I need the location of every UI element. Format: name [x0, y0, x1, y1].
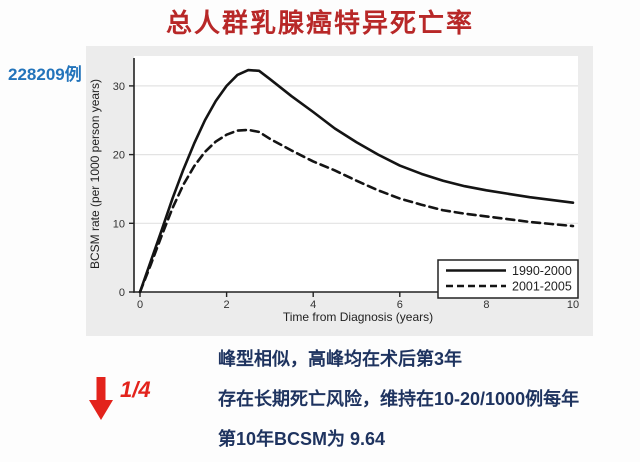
- case-count-label: 228209例: [8, 65, 82, 84]
- x-axis-title: Time from Diagnosis (years): [283, 310, 433, 324]
- note-10yr-bcsm: 第10年BCSM为 9.64: [218, 429, 386, 449]
- y-tick-label: 10: [113, 218, 125, 230]
- series-2001-2005: [138, 128, 575, 294]
- y-tick-label: 30: [113, 81, 125, 93]
- note-longterm-risk: 存在长期死亡风险，维持在10-20/1000例每年: [218, 389, 580, 409]
- x-tick-label: 4: [310, 299, 316, 311]
- mortality-chart-panel: 0 10 20 30 0 2 4 6 8 10 BCSM rate (per 1000 person…: [86, 46, 593, 336]
- bcsm-line-chart: 0 10 20 30 0 2 4 6 8 10 BCSM rate (per 1000 person…: [88, 56, 579, 324]
- series-1990-2000: [138, 68, 575, 294]
- x-tick-label: 0: [137, 299, 143, 311]
- y-tick-label: 20: [113, 150, 125, 162]
- x-tick-label: 6: [397, 299, 403, 311]
- decrease-fraction-label: 1/4: [120, 377, 151, 402]
- y-tick-label: 0: [119, 287, 125, 299]
- x-tick-label: 8: [483, 299, 489, 311]
- note-peak-shape: 峰型相似，高峰均在术后第3年: [218, 349, 463, 369]
- x-tick-label: 2: [224, 299, 230, 311]
- y-axis-title: BCSM rate (per 1000 person years): [88, 79, 102, 269]
- legend-label: 2001-2005: [512, 280, 572, 294]
- plot-area: [134, 56, 578, 292]
- legend-box: [437, 259, 579, 299]
- x-tick-label: 10: [567, 299, 579, 311]
- slide-title: 总人群乳腺癌特异死亡率: [165, 8, 474, 38]
- legend-label: 1990-2000: [512, 264, 572, 278]
- decrease-arrow-icon: [88, 376, 114, 422]
